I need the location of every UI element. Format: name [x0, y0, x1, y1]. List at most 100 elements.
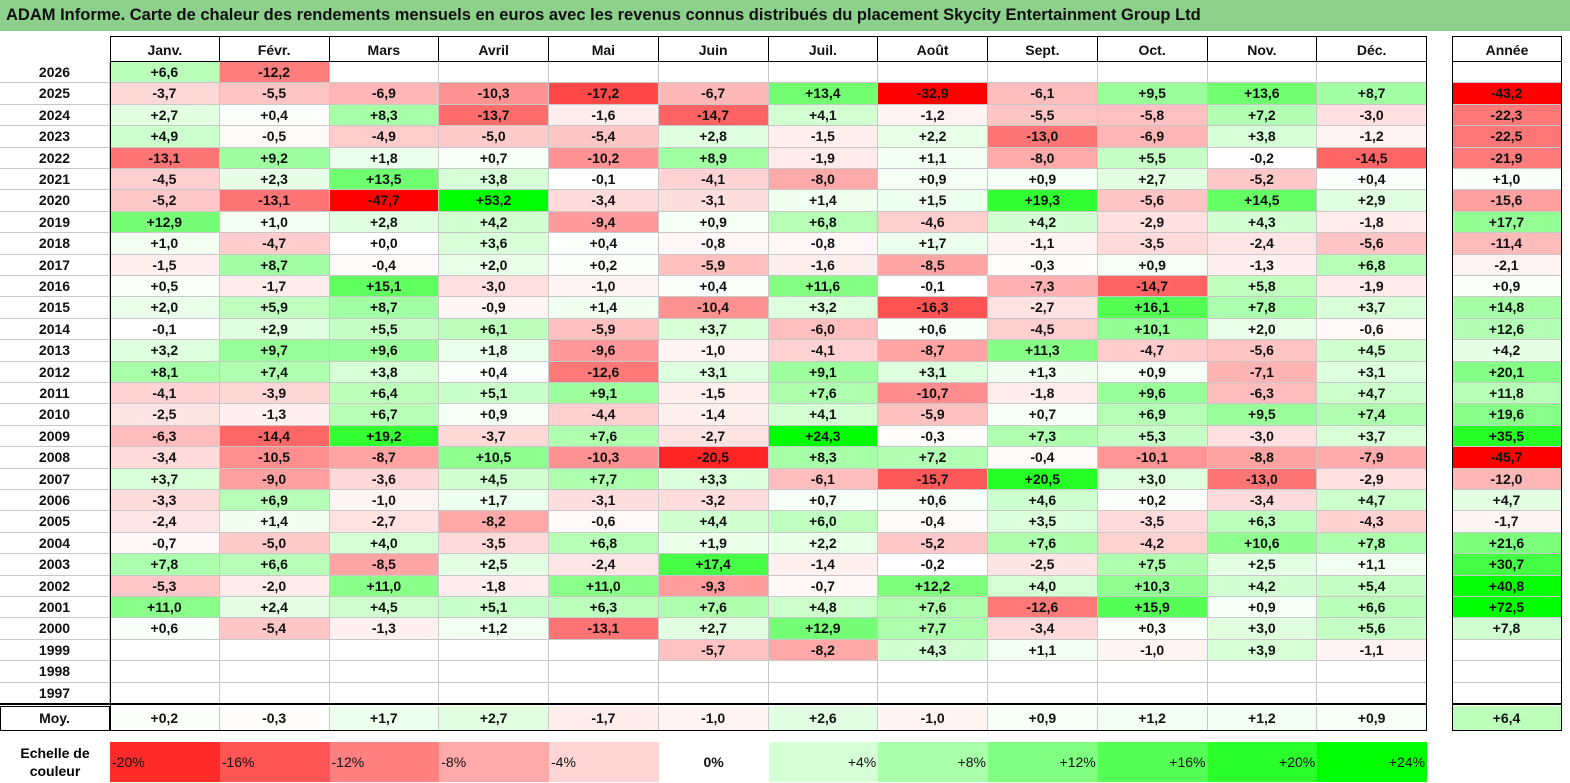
year-total-cell: -43,2 — [1452, 83, 1562, 105]
heatmap-cell: +3,6 — [439, 233, 549, 255]
heatmap-cell: -9,6 — [549, 340, 659, 362]
heatmap-cell: -16,3 — [878, 297, 988, 319]
heatmap-cell: +0,7 — [768, 490, 879, 512]
heatmap-cell: -4,3 — [1317, 511, 1427, 533]
color-scale-swatch: -12% — [329, 742, 440, 782]
heatmap-cell: +7,7 — [878, 618, 988, 640]
color-scale-swatch: -16% — [219, 742, 330, 782]
year-label: 2012 — [0, 361, 110, 383]
year-total-cell: +35,5 — [1452, 425, 1562, 448]
heatmap-cell: -10,4 — [658, 297, 769, 319]
month-header: Sept. — [988, 36, 1098, 62]
heatmap-cell: -2,5 — [110, 404, 220, 426]
heatmap-cell: -17,2 — [549, 83, 659, 105]
heatmap-cell: -3,1 — [658, 190, 769, 212]
heatmap-cell: +4,0 — [329, 532, 440, 555]
heatmap-cell: -1,8 — [1317, 211, 1427, 234]
year-label: 2001 — [0, 597, 110, 619]
heatmap-cell: +0,6 — [878, 490, 988, 512]
average-cell: +2,6 — [768, 706, 879, 731]
heatmap-cell: +0,4 — [1317, 169, 1427, 191]
heatmap-cell: -8,2 — [768, 639, 879, 662]
average-cell: -1,0 — [878, 706, 988, 731]
heatmap-cell: -2,7 — [658, 425, 769, 448]
heatmap-cell — [1097, 661, 1208, 683]
heatmap-cell: +8,7 — [329, 297, 440, 319]
heatmap-cell: -4,1 — [768, 340, 879, 362]
heatmap-cell: -8,5 — [878, 254, 988, 276]
heatmap-cell: +6,4 — [329, 383, 440, 405]
heatmap-cell: +3,7 — [110, 468, 220, 490]
heatmap-cell: +3,0 — [1207, 618, 1318, 640]
heatmap-cell: -6,0 — [768, 318, 879, 341]
heatmap-cell: +4,5 — [1317, 340, 1427, 362]
heatmap-cell: +7,4 — [219, 361, 330, 383]
heatmap-cell: +6,8 — [768, 211, 879, 234]
heatmap-cell: +0,0 — [329, 233, 440, 255]
heatmap-cell: -0,1 — [110, 318, 220, 341]
heatmap-cell: +3,2 — [768, 297, 879, 319]
heatmap-cell: +3,2 — [110, 340, 220, 362]
month-header: Mars — [329, 36, 440, 62]
heatmap-cell: +5,1 — [439, 383, 549, 405]
heatmap-cell: -13,1 — [219, 190, 330, 212]
heatmap-cell: +3,7 — [658, 318, 769, 341]
heatmap-cell: +11,0 — [549, 575, 659, 597]
year-label: 2016 — [0, 276, 110, 298]
color-scale-swatch: +24% — [1317, 742, 1427, 782]
year-total-cell — [1452, 661, 1562, 683]
heatmap-cell: -14,5 — [1317, 147, 1427, 169]
heatmap-cell: -1,6 — [768, 254, 879, 276]
heatmap-cell: +6,8 — [549, 532, 659, 555]
color-scale-swatch: 0% — [658, 742, 769, 782]
heatmap-cell — [110, 661, 220, 683]
heatmap-cell: +0,4 — [549, 233, 659, 255]
heatmap-cell: -3,0 — [1207, 425, 1318, 448]
heatmap-cell: -4,4 — [549, 404, 659, 426]
year-total-cell: +14,8 — [1452, 297, 1562, 319]
heatmap-cell — [1207, 62, 1318, 84]
average-year-cell: +6,4 — [1452, 706, 1562, 731]
heatmap-cell: -3,7 — [110, 83, 220, 105]
month-header: Juil. — [768, 36, 879, 62]
heatmap-cell: +4,9 — [110, 126, 220, 148]
color-scale-swatch: +12% — [988, 742, 1098, 782]
heatmap-cell — [439, 62, 549, 84]
heatmap-cell — [219, 639, 330, 662]
heatmap-cell: -5,9 — [549, 318, 659, 341]
heatmap-cell — [1207, 661, 1318, 683]
heatmap-cell: -0,9 — [439, 297, 549, 319]
heatmap-cell: +11,0 — [110, 597, 220, 619]
heatmap-cell: -3,5 — [1097, 511, 1208, 533]
heatmap-cell: +9,7 — [219, 340, 330, 362]
year-total-cell: +20,1 — [1452, 361, 1562, 383]
heatmap-cell: +2,7 — [110, 104, 220, 127]
heatmap-cell: +1,7 — [878, 233, 988, 255]
heatmap-cell: -1,4 — [658, 404, 769, 426]
heatmap-cell: +0,9 — [1097, 254, 1208, 276]
heatmap-cell: +4,0 — [988, 575, 1098, 597]
year-label: 2019 — [0, 211, 110, 234]
heatmap-cell: +7,4 — [1317, 404, 1427, 426]
heatmap-cell: -0,7 — [110, 532, 220, 555]
month-header: Août — [878, 36, 988, 62]
color-scale-swatch: -4% — [549, 742, 659, 782]
heatmap-cell: -0,8 — [768, 233, 879, 255]
heatmap-cell: +13,6 — [1207, 83, 1318, 105]
heatmap-cell: -2,9 — [1097, 211, 1208, 234]
heatmap-cell: -6,7 — [658, 83, 769, 105]
heatmap-cell: +6,6 — [219, 554, 330, 576]
heatmap-cell: +7,8 — [1207, 297, 1318, 319]
heatmap-cell: +0,9 — [1097, 361, 1208, 383]
heatmap-cell — [988, 62, 1098, 84]
heatmap-cell: -20,5 — [658, 447, 769, 469]
heatmap-cell: +0,9 — [1207, 597, 1318, 619]
heatmap-cell: +0,9 — [658, 211, 769, 234]
heatmap-cell: -10,5 — [219, 447, 330, 469]
heatmap-cell: -1,1 — [988, 233, 1098, 255]
heatmap-cell: -1,4 — [768, 554, 879, 576]
average-cell: +2,7 — [439, 706, 549, 731]
heatmap-cell: -4,6 — [878, 211, 988, 234]
heatmap-cell: +5,3 — [1097, 425, 1208, 448]
heatmap-cell: -13,1 — [110, 147, 220, 169]
